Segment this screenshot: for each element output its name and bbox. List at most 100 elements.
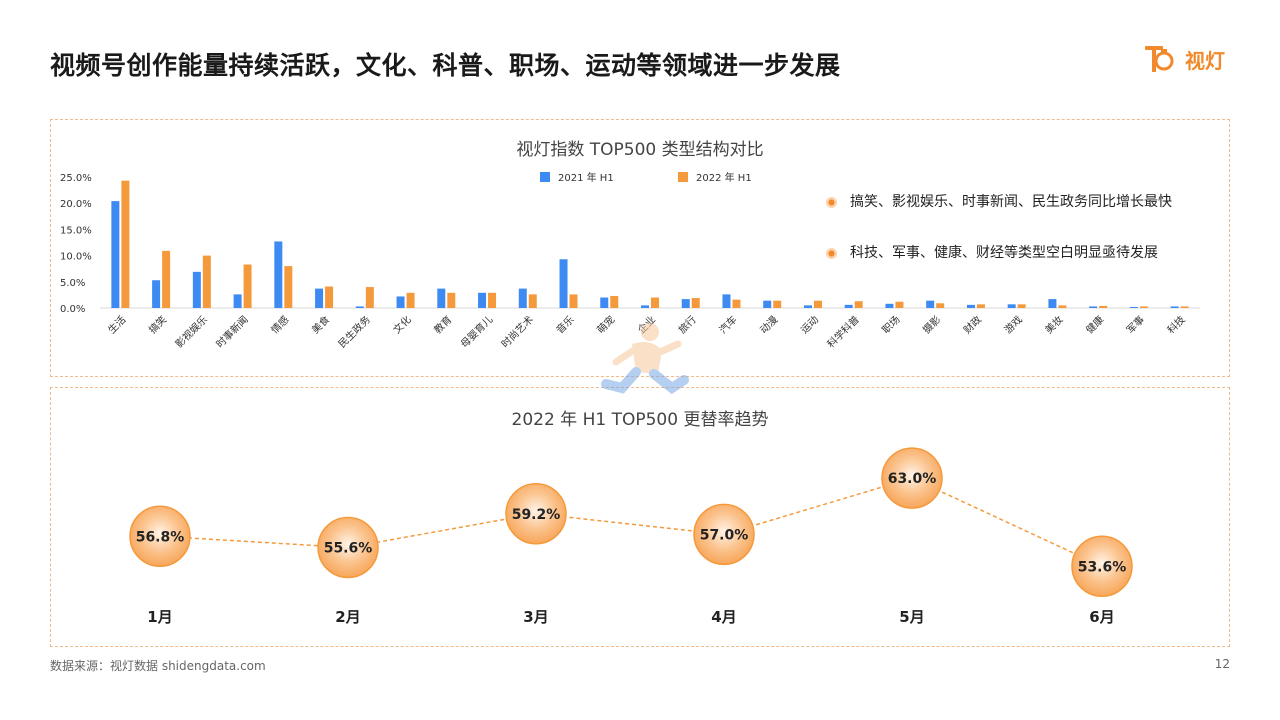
line-chart-panel xyxy=(50,387,1230,647)
bar-chart: 25.0% 20.0% 15.0% 10.0% 5.0% 0.0% 生活 搞笑 影视娱乐 时事新闻… xyxy=(60,173,1200,350)
x-tick-label: 美食 xyxy=(309,313,332,336)
x-tick-label: 时事新闻 xyxy=(213,313,250,350)
bar-chart-title: 视灯指数 TOP500 类型结构对比 xyxy=(516,140,764,160)
month-label: 5月 xyxy=(899,608,924,626)
bar-chart-panel xyxy=(50,119,1230,377)
bar-2021 xyxy=(518,288,527,308)
data-label: 56.8% xyxy=(136,529,185,545)
data-label: 55.6% xyxy=(324,541,373,557)
x-tick-label: 运动 xyxy=(798,314,821,337)
x-tick-label: 文化 xyxy=(390,313,413,336)
bar-2021 xyxy=(233,294,242,308)
bar-2021 xyxy=(926,300,935,308)
bar-2022 xyxy=(1017,304,1026,308)
bar-2021 xyxy=(1048,299,1057,308)
bar-2022 xyxy=(569,294,578,308)
bar-2022 xyxy=(651,297,659,308)
data-label: 59.2% xyxy=(512,507,561,523)
data-label: 57.0% xyxy=(700,527,749,543)
month-label: 1月 xyxy=(147,608,172,626)
insight-note: 搞笑、影视娱乐、时事新闻、民生政务同比增长最快 xyxy=(826,192,1172,212)
bar-2021 xyxy=(803,305,812,308)
bar-2022 xyxy=(691,298,700,308)
data-point-bubble xyxy=(505,483,567,545)
bar-2022 xyxy=(854,301,863,308)
x-tick-label: 健康 xyxy=(1083,313,1106,336)
data-point-bubble xyxy=(881,447,943,509)
bar-2022 xyxy=(406,292,415,308)
bar-2021 xyxy=(396,296,405,308)
bar-2021 xyxy=(559,259,568,308)
runner-illustration-icon xyxy=(601,323,689,395)
bar-2021 xyxy=(274,241,283,308)
line-chart-title: 2022 年 H1 TOP500 更替率趋势 xyxy=(511,410,769,430)
bar-2022 xyxy=(1099,305,1108,308)
y-tick-label: 0.0% xyxy=(60,304,85,315)
x-tick-label: 影视娱乐 xyxy=(172,313,209,350)
bar-2022 xyxy=(1180,306,1189,308)
x-tick-label: 汽车 xyxy=(716,313,739,336)
bar-2021 xyxy=(1089,306,1098,308)
bar-2021 xyxy=(192,271,201,308)
month-label: 3月 xyxy=(523,608,548,626)
x-tick-label: 搞笑 xyxy=(146,313,169,336)
x-tick-label: 教育 xyxy=(431,313,454,336)
insight-note-text: 搞笑、影视娱乐、时事新闻、民生政务同比增长最快 xyxy=(850,194,1172,210)
x-tick-label: 军事 xyxy=(1124,313,1147,336)
bar-2021 xyxy=(966,304,975,308)
bullet-dot-icon xyxy=(826,248,837,259)
data-point-bubble xyxy=(129,505,191,567)
page-title: 视频号创作能量持续活跃，文化、科普、职场、运动等领域进一步发展 xyxy=(50,51,841,80)
bar-2022 xyxy=(813,300,822,308)
data-label: 53.6% xyxy=(1078,559,1127,575)
insight-note-text: 科技、军事、健康、财经等类型空白明显亟待发展 xyxy=(850,245,1158,261)
bar-2021 xyxy=(437,288,446,308)
bar-2021 xyxy=(763,300,772,308)
x-tick-label: 时尚艺术 xyxy=(498,313,535,350)
bar-2022 xyxy=(895,301,904,308)
data-point-bubble xyxy=(693,503,755,566)
bar-2021 xyxy=(315,288,324,308)
bar-2022 xyxy=(447,292,456,308)
bar-2021 xyxy=(844,304,853,308)
x-tick-label: 情感 xyxy=(268,313,291,336)
month-label: 2月 xyxy=(335,608,360,626)
legend-item-2021: 2021 年 H1 xyxy=(540,169,614,184)
legend-label-2022: 2022 年 H1 xyxy=(696,173,752,184)
bullet-dot-icon xyxy=(826,197,837,208)
x-tick-label: 母婴育儿 xyxy=(458,313,495,350)
data-point-bubble xyxy=(317,516,379,579)
legend-label-2021: 2021 年 H1 xyxy=(558,173,614,184)
bar-2022 xyxy=(773,300,782,308)
y-tick-label: 25.0% xyxy=(60,173,92,184)
bar-2021 xyxy=(478,292,487,308)
y-tick-label: 5.0% xyxy=(60,278,85,289)
bar-2022 xyxy=(162,250,171,308)
legend-swatch-2021 xyxy=(540,171,550,182)
bar-2022 xyxy=(1139,306,1148,308)
bar-2022 xyxy=(528,294,537,308)
x-tick-label: 音乐 xyxy=(553,313,576,336)
bar-2022 xyxy=(488,292,497,308)
bar-2022 xyxy=(1058,305,1067,308)
data-label: 63.0% xyxy=(888,471,937,487)
bar-2022 xyxy=(284,266,293,308)
y-tick-label: 10.0% xyxy=(60,252,92,263)
logo-text: 视灯 xyxy=(1185,48,1225,73)
data-point-bubble xyxy=(1071,535,1133,597)
bar-2021 xyxy=(1129,306,1138,308)
bar-2021 xyxy=(152,280,161,308)
line-chart: 56.8% 1月 55.6% 2月 59.2% 3月 57.0% 4月 63.0% 5月 53.6%… xyxy=(129,447,1133,626)
y-tick-label: 15.0% xyxy=(60,225,92,236)
lamp-logo-icon xyxy=(1145,46,1174,72)
bar-2022 xyxy=(243,264,252,308)
bar-2022 xyxy=(325,286,334,308)
x-tick-label: 财政 xyxy=(961,313,984,336)
data-source: 数据来源：视灯数据 shidengdata.com xyxy=(50,659,266,673)
page-number: 12 xyxy=(1214,657,1230,671)
bar-2022 xyxy=(976,304,985,308)
bar-2021 xyxy=(1007,304,1016,308)
x-tick-label: 动漫 xyxy=(758,314,781,337)
x-tick-label: 游戏 xyxy=(1001,313,1024,336)
month-label: 4月 xyxy=(711,608,736,626)
